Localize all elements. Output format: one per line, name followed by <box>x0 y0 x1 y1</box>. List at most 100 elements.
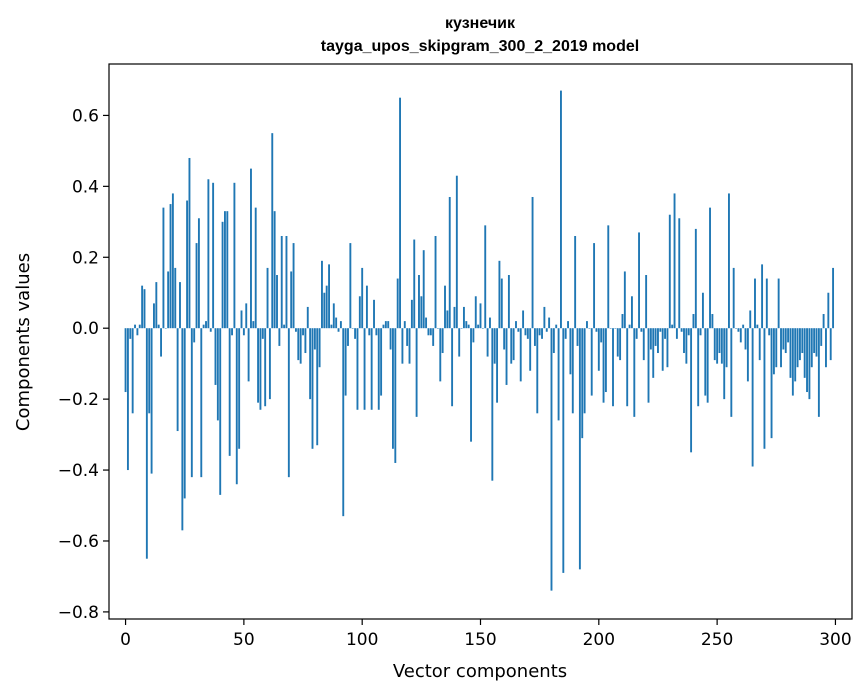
axis-ticks: 0 50 100 150 200 250 300 −0.8 −0.6 −0.4 −0.2 0.0 0.2… <box>58 106 852 650</box>
bar <box>602 328 605 403</box>
bar <box>439 328 442 382</box>
chart-title: кузнечик <box>445 15 516 32</box>
bar <box>517 328 520 332</box>
bar <box>129 328 132 339</box>
y-tick-label: −0.4 <box>58 461 99 481</box>
bar <box>623 271 626 329</box>
bar <box>484 225 487 329</box>
bar <box>389 328 392 350</box>
bar <box>278 328 281 346</box>
bar <box>725 328 728 368</box>
bar <box>758 328 761 361</box>
bar <box>763 328 766 449</box>
bar <box>777 278 780 329</box>
bar <box>141 285 144 329</box>
bar <box>157 324 160 329</box>
bar <box>179 282 181 329</box>
bar <box>692 314 695 329</box>
x-tick-label: 300 <box>819 630 851 650</box>
bar <box>422 250 425 329</box>
bar <box>162 207 165 329</box>
bar <box>723 328 726 400</box>
bar <box>174 267 177 329</box>
bar <box>347 328 349 346</box>
bar <box>782 328 785 350</box>
bar <box>226 211 229 329</box>
x-tick-label: 150 <box>464 630 496 650</box>
bar <box>829 328 832 361</box>
bar <box>661 328 664 371</box>
bar <box>775 328 778 368</box>
bar <box>380 328 383 396</box>
bar <box>500 278 503 329</box>
bar <box>396 278 399 329</box>
bar <box>219 328 222 495</box>
bar <box>820 328 823 346</box>
bar <box>444 285 446 329</box>
bar <box>245 303 248 329</box>
bar <box>339 321 342 329</box>
bar <box>328 264 330 329</box>
plot-area-frame <box>108 63 853 620</box>
bar <box>735 328 737 329</box>
bar <box>493 328 496 364</box>
bar <box>427 328 430 336</box>
bar <box>522 310 525 329</box>
bar <box>768 328 771 336</box>
bar <box>557 328 560 421</box>
bar <box>604 328 607 393</box>
bar <box>361 267 364 329</box>
bar <box>164 328 167 329</box>
bar <box>377 328 380 410</box>
bar <box>153 303 155 329</box>
bar <box>261 328 264 339</box>
bar <box>652 328 655 378</box>
bar <box>332 303 335 329</box>
x-tick-label: 200 <box>583 630 615 650</box>
bar <box>810 328 813 368</box>
bar <box>290 271 293 329</box>
x-tick-label: 250 <box>701 630 733 650</box>
bar <box>718 328 721 354</box>
bar <box>730 328 733 417</box>
bar <box>167 271 170 329</box>
bar <box>491 328 494 481</box>
bar <box>588 328 591 329</box>
bar <box>401 328 404 364</box>
bar <box>351 328 354 329</box>
bar <box>737 328 740 332</box>
bar <box>597 328 600 371</box>
bar <box>273 211 276 329</box>
bar <box>586 321 588 329</box>
bar <box>455 175 458 329</box>
bar <box>136 328 139 336</box>
bar <box>746 328 749 382</box>
bar <box>477 324 480 329</box>
bar <box>231 328 233 336</box>
bar <box>607 225 610 329</box>
bar <box>209 328 212 332</box>
bar <box>815 328 818 357</box>
bar <box>138 324 141 329</box>
bar <box>578 328 581 570</box>
bar <box>732 267 735 329</box>
bar <box>649 328 652 350</box>
bar <box>496 328 499 403</box>
bar <box>791 328 794 396</box>
bar <box>574 236 577 329</box>
bar <box>474 296 477 329</box>
x-axis-label: Vector components <box>393 661 567 682</box>
bar <box>673 193 676 329</box>
bar <box>429 328 432 336</box>
bar <box>609 328 612 329</box>
bar <box>458 328 461 357</box>
bar <box>614 328 617 329</box>
bar <box>720 328 723 364</box>
bar <box>576 328 579 346</box>
bar <box>363 328 366 410</box>
bar <box>304 328 307 354</box>
bar <box>711 314 714 329</box>
bar <box>410 299 413 329</box>
bar <box>214 328 217 385</box>
